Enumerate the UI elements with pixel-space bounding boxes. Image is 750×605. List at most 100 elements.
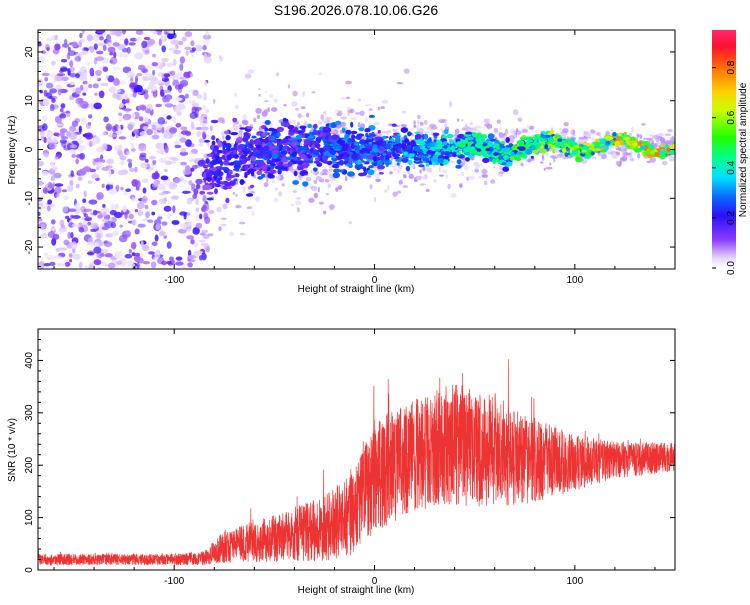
spectrogram-cell [128, 248, 132, 254]
spectrogram-cell [203, 180, 207, 183]
spectrogram-cell [161, 221, 168, 226]
spectrogram-cell [571, 134, 577, 137]
spectrogram-cell [202, 120, 207, 124]
spectrogram-cell [150, 261, 157, 269]
spectrogram-cell [379, 155, 384, 161]
spectrogram-cell [190, 121, 195, 129]
spectrogram-cell [130, 241, 137, 250]
spectrogram-cell [367, 136, 373, 140]
spectrogram-cell [575, 156, 582, 163]
spectrogram-cell [229, 231, 235, 237]
spectrogram-cell [564, 152, 569, 157]
colorbar-tick-label: 0.8 [726, 60, 737, 74]
spectrogram-cell [166, 241, 172, 249]
spectrogram-cell [87, 221, 92, 226]
spectrogram-cell [419, 147, 426, 150]
spectrogram-cell [195, 183, 201, 190]
spectrogram-cell [134, 166, 138, 173]
spectrogram-cell [239, 179, 245, 185]
spectrogram-cell [238, 129, 243, 134]
spectrogram-cell [101, 218, 110, 223]
spectrogram-cell [205, 171, 213, 178]
spectrogram-cell [157, 216, 163, 220]
spectrogram-cell [148, 251, 155, 255]
spectrogram-cell [191, 102, 200, 107]
spectrogram-cell [239, 155, 247, 160]
spectrogram-cell [215, 169, 219, 173]
spectrogram-cell [259, 147, 264, 150]
spectrogram-cell [475, 125, 483, 129]
spectrogram-cell [609, 129, 614, 132]
spectrogram-cell [50, 175, 56, 182]
spectrogram-cell [482, 157, 490, 163]
spectrogram-cell [167, 30, 176, 34]
spectrogram-cell [621, 133, 625, 137]
spectrogram-cell [47, 184, 55, 189]
spectrogram-cell [335, 152, 338, 156]
spectrogram-cell [209, 167, 217, 171]
spectrogram-cell [118, 116, 123, 123]
spectrogram-cell [104, 253, 113, 258]
spectrogram-cell [95, 56, 104, 62]
spectrogram-cell [184, 46, 192, 50]
spectrogram-cell [128, 42, 136, 46]
spectrogram-cell [181, 36, 187, 42]
spectrogram-cell [392, 191, 398, 197]
spectrogram-cell [79, 50, 89, 56]
spectrogram-cell [419, 183, 426, 186]
spectrogram-cell [88, 199, 98, 205]
spectrogram-cell [192, 89, 199, 97]
spectrogram-cell [104, 263, 108, 267]
spectrogram-cell [332, 172, 340, 179]
spectrogram-cell [111, 30, 116, 36]
spectrogram-cell [234, 173, 240, 178]
spectrogram-cell [264, 120, 271, 125]
spectrogram-cell [105, 123, 113, 132]
spectrogram-cell [220, 217, 227, 220]
spectrogram-cell [178, 176, 184, 180]
spectrogram-cell [245, 157, 251, 161]
spectrogram-cell [487, 133, 495, 140]
spectrogram-cell [219, 156, 226, 160]
spectrogram-cell [42, 170, 49, 176]
spectrogram-cell [216, 206, 222, 213]
spectrogram-cell [188, 152, 196, 157]
spectrogram-cell [159, 157, 167, 163]
spectrogram-cell [153, 179, 161, 185]
spectrogram-cell [161, 45, 166, 53]
spectrogram-cell [158, 198, 167, 205]
spectrogram-cell [510, 151, 515, 157]
spectrogram-cell [204, 184, 211, 191]
spectrogram-cell [415, 175, 422, 181]
spectrogram-cell [118, 151, 124, 157]
spectrogram-cell [347, 106, 351, 111]
spectrogram-cell [114, 203, 120, 210]
spectrogram-cell [358, 127, 365, 132]
spectrogram-cell [482, 152, 488, 157]
spectrogram-cell [201, 229, 209, 234]
spectrogram-cell [217, 117, 225, 123]
spectrogram-cell [178, 228, 187, 234]
spectrogram-cell [390, 162, 398, 168]
spectrogram-cell [297, 175, 301, 179]
spectrogram-cell [75, 158, 79, 165]
spectrogram-cell [282, 121, 290, 128]
spectrogram-cell [69, 125, 77, 132]
spectrogram-cell [454, 132, 457, 136]
spectrogram-cell [71, 153, 77, 158]
spectrogram-cell [55, 193, 60, 198]
spectrogram-cell [192, 193, 198, 200]
spectrogram-cell [121, 169, 129, 175]
spectrogram-cell [364, 104, 372, 107]
spectrogram-cell [316, 130, 321, 136]
spectrogram-cell [134, 228, 140, 235]
spectrogram-cell [294, 128, 298, 134]
spectrogram-cell [646, 137, 653, 141]
spectrogram-cell [173, 49, 181, 55]
spectrogram-cell [612, 132, 617, 137]
spectrogram-cell [432, 132, 440, 137]
spectrogram-cell [82, 198, 87, 203]
spectrogram-cell [60, 67, 69, 72]
spectrogram-cell [261, 132, 267, 137]
